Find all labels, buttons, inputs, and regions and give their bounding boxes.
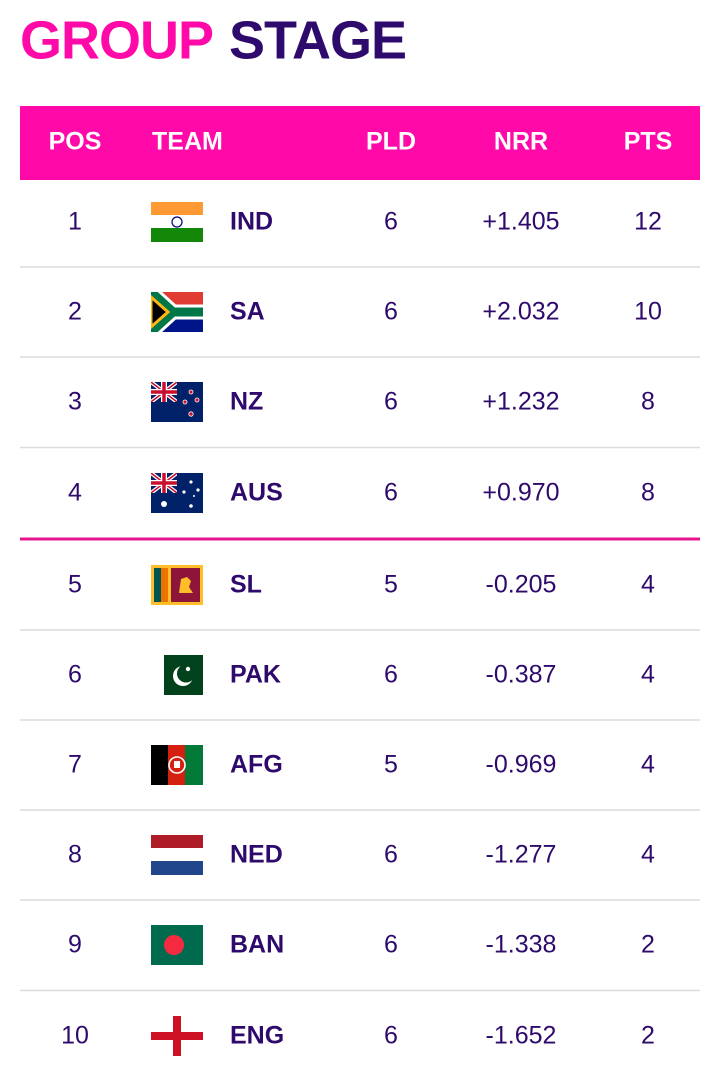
cell: 4: [641, 841, 655, 869]
header-bar: [20, 106, 700, 180]
team-name: NZ: [230, 388, 263, 416]
team-name: ENG: [230, 1022, 284, 1050]
cell: 6: [68, 661, 82, 689]
cell: 12: [634, 208, 662, 236]
cell: 4: [641, 661, 655, 689]
cell: 8: [68, 841, 82, 869]
flag: [151, 745, 203, 785]
cell: 6: [384, 931, 398, 959]
cell: 4: [641, 571, 655, 599]
column-header: NRR: [494, 128, 548, 156]
cell: 8: [641, 388, 655, 416]
cell: 4: [68, 479, 82, 507]
team-name: AFG: [230, 751, 283, 779]
column-header: PLD: [366, 128, 416, 156]
team-name: BAN: [230, 931, 284, 959]
cell: 3: [68, 388, 82, 416]
cell: 6: [384, 479, 398, 507]
cell: 5: [384, 751, 398, 779]
flag: [151, 382, 203, 422]
cell: -0.387: [486, 661, 557, 689]
cell: 6: [384, 1022, 398, 1050]
cell: -1.277: [486, 841, 557, 869]
cell: 1: [68, 208, 82, 236]
flag: [151, 1016, 203, 1056]
title-part-2: STAGE: [229, 10, 406, 70]
cell: +0.970: [482, 479, 559, 507]
cell: 5: [68, 571, 82, 599]
team-name: NED: [230, 841, 283, 869]
flag: [151, 292, 203, 332]
cell: 8: [641, 479, 655, 507]
column-header: POS: [49, 128, 102, 156]
flags: [151, 202, 203, 1056]
cell: 6: [384, 661, 398, 689]
title-part-1: GROUP: [20, 10, 213, 70]
cell: 6: [384, 208, 398, 236]
cell: 4: [641, 751, 655, 779]
cell: -1.652: [486, 1022, 557, 1050]
flag: [151, 925, 203, 965]
cell: -0.969: [486, 751, 557, 779]
cell: +2.032: [482, 298, 559, 326]
cell: -0.205: [486, 571, 557, 599]
cell: 2: [641, 1022, 655, 1050]
cell: 6: [384, 298, 398, 326]
flag: [151, 202, 203, 242]
team-name: IND: [230, 208, 273, 236]
cell: -1.338: [486, 931, 557, 959]
team-name: PAK: [230, 661, 281, 689]
flag: [151, 473, 203, 513]
cell: 6: [384, 841, 398, 869]
cell: +1.232: [482, 388, 559, 416]
cell: 10: [61, 1022, 89, 1050]
column-header: TEAM: [152, 128, 223, 156]
cell: 6: [384, 388, 398, 416]
cell: 2: [68, 298, 82, 326]
cell: 10: [634, 298, 662, 326]
team-name: SL: [230, 571, 262, 599]
flag: [151, 655, 203, 695]
cell: 7: [68, 751, 82, 779]
column-header: PTS: [624, 128, 673, 156]
flag: [151, 835, 203, 875]
cell: 2: [641, 931, 655, 959]
cell: 5: [384, 571, 398, 599]
cell: +1.405: [482, 208, 559, 236]
team-name: AUS: [230, 479, 283, 507]
flag: [151, 565, 203, 605]
team-name: SA: [230, 298, 265, 326]
cell: 9: [68, 931, 82, 959]
